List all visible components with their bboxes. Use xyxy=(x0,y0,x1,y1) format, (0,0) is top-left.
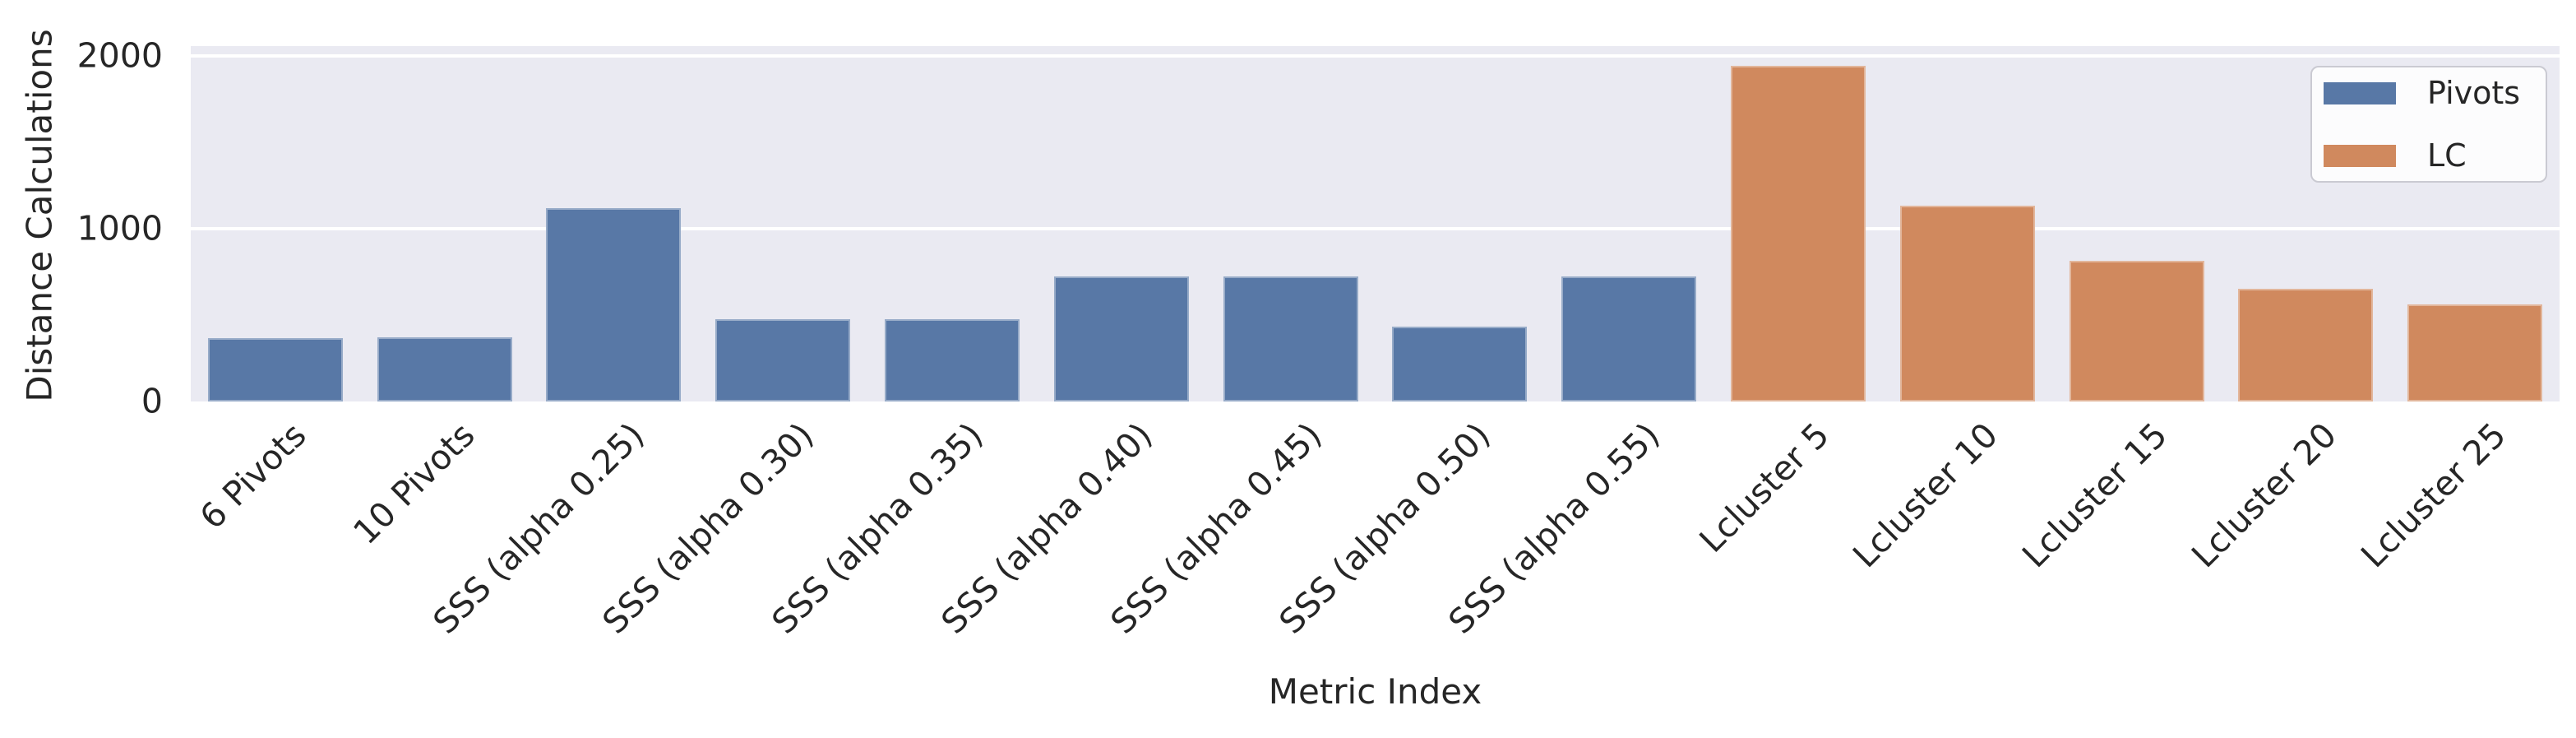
bar-pivots xyxy=(1223,276,1358,401)
bar-lc xyxy=(2407,304,2543,401)
bar-lc xyxy=(1899,206,2035,401)
bar-pivots xyxy=(1053,276,1189,401)
plot-area xyxy=(191,46,2560,401)
y-tick-label: 0 xyxy=(141,381,163,421)
legend-label-lc: LC xyxy=(2427,137,2467,174)
y-tick-label: 2000 xyxy=(76,35,163,76)
x-tick-label: 6 Pivots xyxy=(192,415,314,537)
x-tick-label: Lcluster 20 xyxy=(2184,415,2344,576)
x-tick-label: Lcluster 15 xyxy=(2014,415,2176,576)
x-tick-label: 10 Pivots xyxy=(345,415,483,552)
bar-lc xyxy=(1730,66,1866,401)
bar-pivots xyxy=(885,319,1020,401)
bar-lc xyxy=(2069,260,2204,401)
x-tick-label: Lcluster 10 xyxy=(1845,415,2006,576)
gridline-1000 xyxy=(191,226,2560,230)
y-tick-label: 1000 xyxy=(76,208,163,248)
legend-row-pivots: Pivots xyxy=(2324,77,2546,109)
bar-pivots xyxy=(207,338,343,401)
bar-pivots xyxy=(715,319,851,401)
legend-label-pivots: Pivots xyxy=(2427,75,2521,111)
x-tick-label: Lcluster 25 xyxy=(2352,415,2514,576)
lc-swatch-icon xyxy=(2324,144,2396,167)
legend: Pivots LC xyxy=(2310,66,2547,183)
bar-pivots xyxy=(377,337,512,401)
gridline-2000 xyxy=(191,53,2560,58)
bar-pivots xyxy=(1561,276,1697,401)
legend-row-lc: LC xyxy=(2324,140,2546,171)
pivots-swatch-icon xyxy=(2324,81,2396,104)
bar-pivots xyxy=(1392,326,1528,401)
x-tick-label: Lcluster 5 xyxy=(1691,415,1837,560)
bar-pivots xyxy=(546,207,682,401)
bar-lc xyxy=(2238,289,2374,401)
x-axis-label: Metric Index xyxy=(1268,671,1482,712)
